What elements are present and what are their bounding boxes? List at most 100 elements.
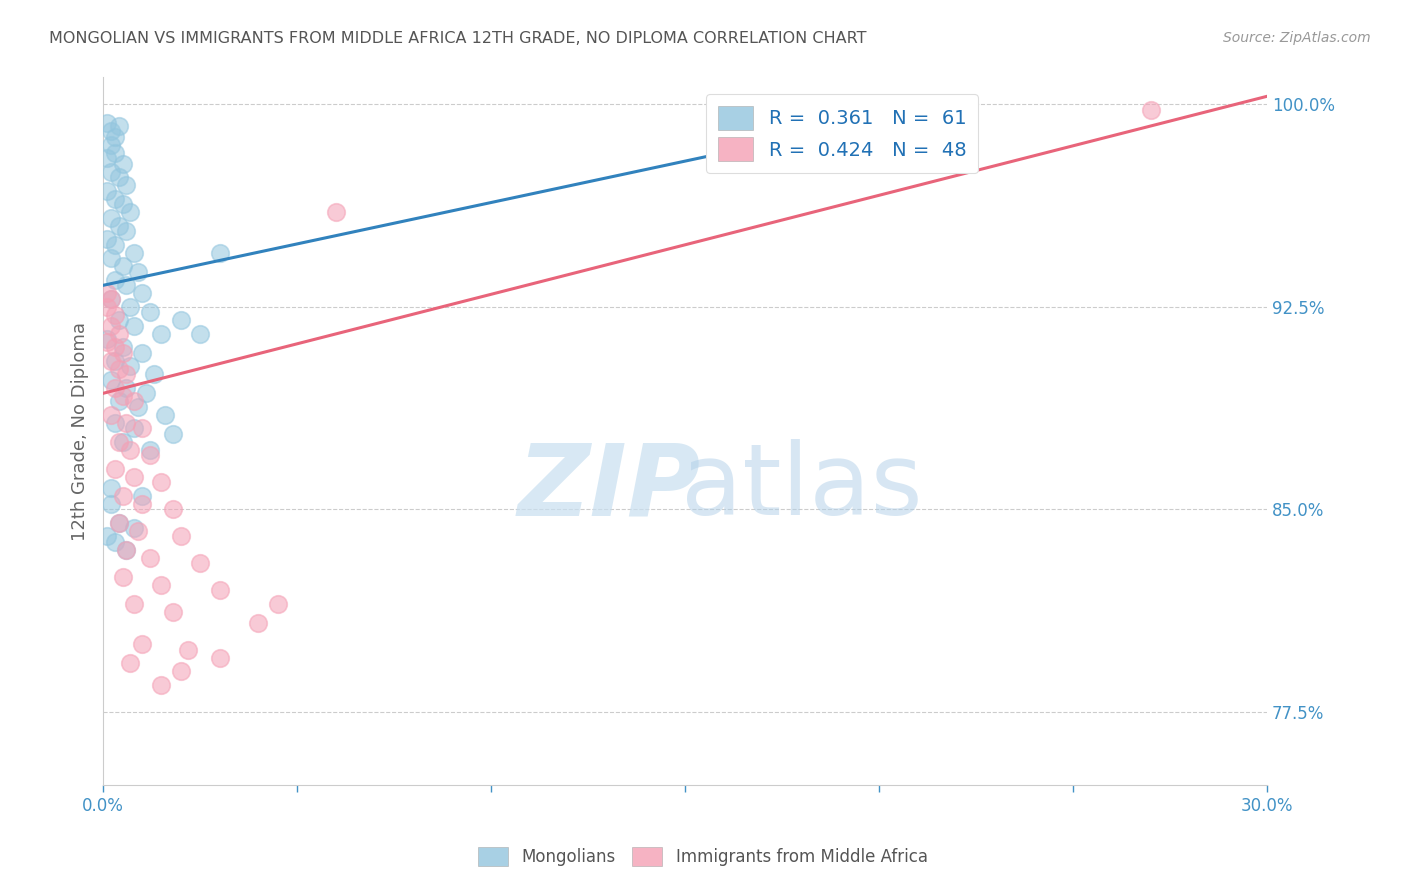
Point <box>100 292 122 306</box>
Point <box>131 637 153 651</box>
Point <box>115 542 138 557</box>
Point <box>107 170 129 185</box>
Point <box>100 408 122 422</box>
Point <box>104 381 127 395</box>
Point <box>150 475 173 490</box>
Point <box>100 481 122 495</box>
Point <box>138 449 160 463</box>
Point <box>96 152 118 166</box>
Point <box>170 529 193 543</box>
Point <box>104 129 127 144</box>
Point <box>325 205 347 219</box>
Point <box>111 489 134 503</box>
Point <box>107 516 129 530</box>
Point <box>162 502 184 516</box>
Point <box>120 442 142 457</box>
Point <box>96 334 118 349</box>
Text: atlas: atlas <box>681 439 922 536</box>
Point <box>107 313 129 327</box>
Point <box>104 340 127 354</box>
Point <box>107 219 129 233</box>
Point <box>138 551 160 566</box>
Point <box>104 273 127 287</box>
Point <box>208 583 231 598</box>
Point <box>188 326 211 341</box>
Point <box>107 326 129 341</box>
Point <box>122 470 145 484</box>
Text: Source: ZipAtlas.com: Source: ZipAtlas.com <box>1223 31 1371 45</box>
Point <box>120 205 142 219</box>
Point <box>107 394 129 409</box>
Point <box>100 165 122 179</box>
Point <box>107 362 129 376</box>
Point <box>188 557 211 571</box>
Point <box>107 516 129 530</box>
Point <box>131 421 153 435</box>
Point <box>122 521 145 535</box>
Point <box>122 246 145 260</box>
Legend: R =  0.361   N =  61, R =  0.424   N =  48: R = 0.361 N = 61, R = 0.424 N = 48 <box>706 95 977 173</box>
Point <box>115 368 138 382</box>
Point <box>111 434 134 449</box>
Point <box>177 642 200 657</box>
Point <box>111 346 134 360</box>
Point <box>162 605 184 619</box>
Point <box>100 497 122 511</box>
Point <box>96 116 118 130</box>
Point <box>127 265 149 279</box>
Text: ZIP: ZIP <box>517 439 700 536</box>
Point <box>104 534 127 549</box>
Point <box>122 394 145 409</box>
Point <box>208 246 231 260</box>
Point <box>100 354 122 368</box>
Point <box>127 400 149 414</box>
Point <box>104 416 127 430</box>
Point <box>104 146 127 161</box>
Point <box>107 434 129 449</box>
Point <box>111 389 134 403</box>
Point <box>111 260 134 274</box>
Point <box>153 408 176 422</box>
Point <box>122 318 145 333</box>
Point <box>100 373 122 387</box>
Point <box>111 570 134 584</box>
Point <box>247 615 270 630</box>
Point <box>111 197 134 211</box>
Point <box>96 300 118 314</box>
Point <box>100 137 122 152</box>
Point <box>127 524 149 538</box>
Point <box>100 252 122 266</box>
Point <box>150 678 173 692</box>
Point <box>111 340 134 354</box>
Point <box>122 421 145 435</box>
Point <box>120 359 142 374</box>
Point <box>104 462 127 476</box>
Point <box>138 442 160 457</box>
Point <box>150 326 173 341</box>
Point <box>1139 103 1161 117</box>
Point <box>115 416 138 430</box>
Point <box>170 665 193 679</box>
Point <box>115 278 138 293</box>
Point <box>104 354 127 368</box>
Point <box>122 597 145 611</box>
Point <box>111 157 134 171</box>
Point <box>131 497 153 511</box>
Point <box>104 237 127 252</box>
Point <box>100 211 122 225</box>
Point <box>170 313 193 327</box>
Point <box>150 578 173 592</box>
Point <box>115 381 138 395</box>
Y-axis label: 12th Grade, No Diploma: 12th Grade, No Diploma <box>72 322 89 541</box>
Point <box>120 300 142 314</box>
Point <box>135 386 157 401</box>
Point <box>96 184 118 198</box>
Point <box>115 178 138 193</box>
Point <box>96 529 118 543</box>
Point <box>131 286 153 301</box>
Point <box>162 426 184 441</box>
Point <box>115 542 138 557</box>
Point <box>120 657 142 671</box>
Point <box>208 651 231 665</box>
Point <box>100 292 122 306</box>
